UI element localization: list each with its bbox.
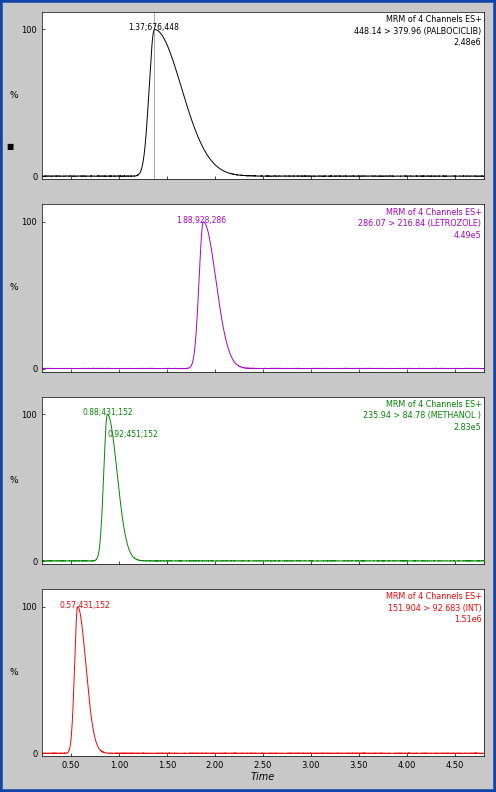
Text: MRM of 4 Channels ES+
448.14 > 379.96 (PALBOCICLIB)
2.48e6: MRM of 4 Channels ES+ 448.14 > 379.96 (P… bbox=[354, 15, 482, 48]
Text: %: % bbox=[9, 668, 18, 677]
Text: %: % bbox=[9, 91, 18, 100]
Text: 1.88,928,286: 1.88,928,286 bbox=[177, 215, 227, 225]
Text: 0.88;431;152: 0.88;431;152 bbox=[82, 408, 133, 417]
Text: 0.92;451;152: 0.92;451;152 bbox=[108, 430, 158, 440]
Text: %: % bbox=[9, 284, 18, 292]
Text: ■: ■ bbox=[6, 142, 13, 151]
Text: 0.57;431,152: 0.57;431,152 bbox=[60, 600, 110, 610]
X-axis label: Time: Time bbox=[251, 771, 275, 782]
Text: 1.37;676,448: 1.37;676,448 bbox=[128, 24, 180, 32]
Text: MRM of 4 Channels ES+
286.07 > 216.84 (LETROZOLE)
4.49e5: MRM of 4 Channels ES+ 286.07 > 216.84 (L… bbox=[359, 208, 482, 239]
Text: MRM of 4 Channels ES+
235.94 > 84.78 (METHANOL )
2.83e5: MRM of 4 Channels ES+ 235.94 > 84.78 (ME… bbox=[364, 400, 482, 432]
Text: %: % bbox=[9, 476, 18, 485]
Text: MRM of 4 Channels ES+
151.904 > 92.683 (INT)
1.51e6: MRM of 4 Channels ES+ 151.904 > 92.683 (… bbox=[385, 592, 482, 624]
